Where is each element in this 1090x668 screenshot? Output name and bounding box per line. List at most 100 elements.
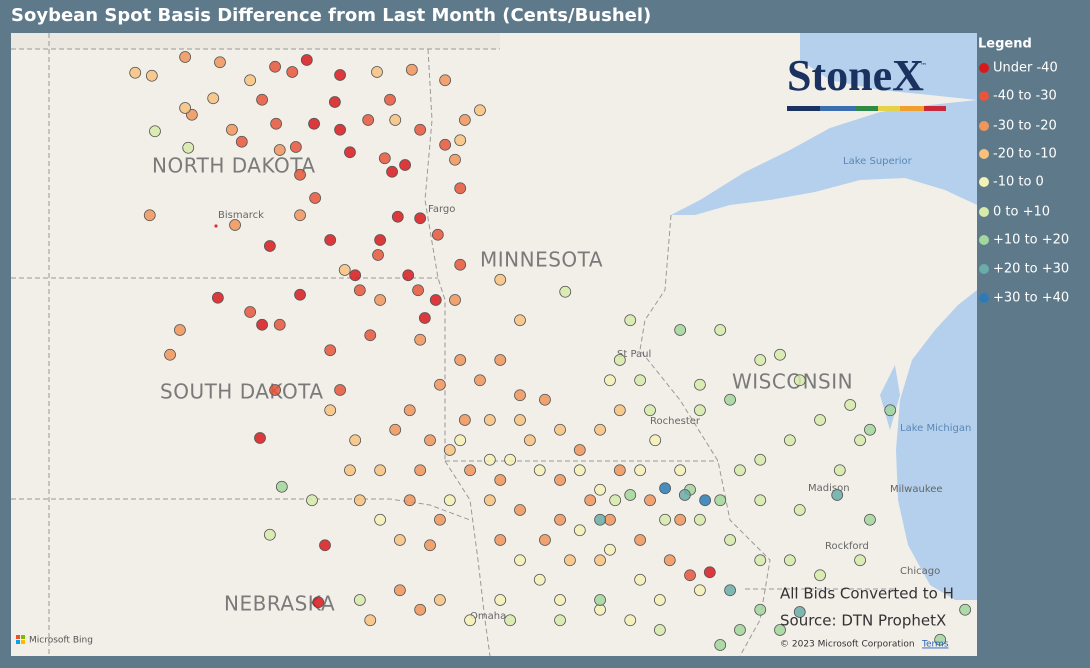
basis-point[interactable] [514, 554, 526, 567]
basis-point[interactable] [129, 66, 142, 79]
basis-point[interactable] [483, 414, 496, 426]
basis-point[interactable] [793, 374, 806, 387]
basis-point[interactable] [294, 209, 306, 222]
basis-point[interactable] [207, 92, 220, 105]
basis-point[interactable] [439, 74, 452, 87]
basis-point[interactable] [514, 389, 526, 402]
basis-point[interactable] [754, 453, 767, 466]
basis-point[interactable] [273, 144, 286, 156]
basis-point[interactable] [644, 404, 656, 417]
basis-point[interactable] [324, 404, 337, 417]
basis-point[interactable] [483, 494, 496, 507]
basis-point[interactable] [594, 423, 606, 436]
basis-point[interactable] [414, 333, 427, 346]
basis-point[interactable] [659, 482, 671, 495]
basis-point[interactable] [269, 384, 281, 396]
basis-point[interactable] [554, 614, 566, 627]
basis-point[interactable] [353, 594, 366, 606]
basis-point[interactable] [793, 504, 806, 516]
basis-point[interactable] [434, 594, 446, 606]
basis-point[interactable] [414, 464, 427, 477]
basis-point[interactable] [454, 182, 467, 195]
basis-point[interactable] [613, 354, 626, 366]
basis-point[interactable] [653, 594, 666, 606]
basis-point[interactable] [256, 318, 268, 331]
basis-point[interactable] [604, 543, 616, 556]
basis-point[interactable] [353, 284, 366, 297]
basis-point[interactable] [294, 288, 306, 301]
basis-point[interactable] [714, 324, 727, 336]
basis-point[interactable] [674, 464, 687, 477]
basis-point[interactable] [644, 494, 656, 507]
basis-point[interactable] [328, 96, 341, 108]
basis-point[interactable] [349, 434, 362, 447]
basis-point[interactable] [624, 314, 637, 327]
basis-point[interactable] [514, 504, 526, 516]
basis-point[interactable] [374, 294, 387, 306]
basis-point[interactable] [783, 434, 796, 447]
basis-point[interactable] [273, 318, 286, 331]
basis-point[interactable] [418, 312, 431, 324]
basis-point[interactable] [269, 60, 281, 73]
basis-point[interactable] [754, 554, 767, 567]
basis-point[interactable] [714, 494, 727, 507]
basis-point[interactable] [344, 146, 356, 159]
basis-point[interactable] [554, 423, 566, 436]
basis-point[interactable] [412, 284, 424, 297]
basis-point[interactable] [402, 269, 415, 282]
basis-point[interactable] [959, 603, 972, 616]
basis-point[interactable] [678, 489, 691, 501]
basis-point[interactable] [464, 464, 476, 477]
basis-point[interactable] [854, 434, 866, 447]
terms-link[interactable]: Terms [921, 640, 949, 650]
basis-point[interactable] [338, 264, 351, 276]
basis-point[interactable] [523, 434, 536, 447]
basis-point[interactable] [226, 123, 238, 136]
basis-point[interactable] [624, 614, 637, 627]
basis-point[interactable] [734, 624, 746, 636]
basis-point[interactable] [774, 348, 786, 361]
basis-point[interactable] [559, 285, 572, 298]
basis-point[interactable] [533, 573, 546, 586]
basis-point[interactable] [309, 192, 322, 204]
basis-point[interactable] [539, 393, 551, 406]
basis-point[interactable] [694, 513, 706, 526]
basis-point[interactable] [573, 464, 586, 477]
basis-point[interactable] [533, 464, 546, 477]
basis-point[interactable] [391, 210, 404, 223]
basis-point[interactable] [494, 273, 507, 286]
basis-point[interactable] [604, 374, 616, 387]
basis-point[interactable] [434, 378, 446, 391]
basis-point[interactable] [494, 474, 507, 486]
basis-point[interactable] [634, 573, 647, 586]
basis-point[interactable] [286, 66, 299, 78]
basis-point[interactable] [494, 354, 507, 366]
basis-point[interactable] [474, 104, 486, 117]
basis-point[interactable] [393, 584, 406, 597]
basis-point[interactable] [324, 344, 337, 357]
basis-point[interactable] [374, 464, 387, 477]
basis-point[interactable] [384, 93, 396, 106]
basis-point[interactable] [774, 624, 786, 636]
basis-point[interactable] [864, 423, 876, 436]
basis-point[interactable] [364, 329, 377, 342]
basis-point[interactable] [554, 594, 566, 606]
basis-point[interactable] [793, 606, 806, 618]
basis-point[interactable] [724, 393, 736, 406]
basis-point[interactable] [831, 489, 844, 501]
basis-point[interactable] [454, 134, 467, 147]
basis-point[interactable] [275, 480, 288, 493]
basis-point[interactable] [594, 603, 606, 616]
basis-point[interactable] [256, 93, 268, 106]
basis-point[interactable] [594, 594, 606, 606]
basis-point[interactable] [674, 513, 687, 526]
basis-point[interactable] [494, 594, 507, 606]
basis-point[interactable] [554, 474, 566, 486]
basis-point[interactable] [244, 306, 257, 318]
basis-point[interactable] [362, 114, 375, 126]
basis-point[interactable] [389, 114, 402, 126]
basis-point[interactable] [449, 294, 461, 306]
basis-point[interactable] [594, 513, 606, 526]
basis-point[interactable] [504, 614, 517, 627]
basis-point[interactable] [386, 165, 398, 178]
